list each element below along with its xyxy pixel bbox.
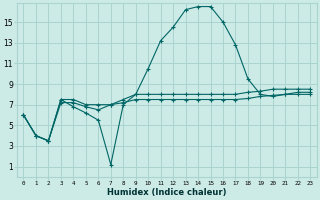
X-axis label: Humidex (Indice chaleur): Humidex (Indice chaleur) — [107, 188, 227, 197]
